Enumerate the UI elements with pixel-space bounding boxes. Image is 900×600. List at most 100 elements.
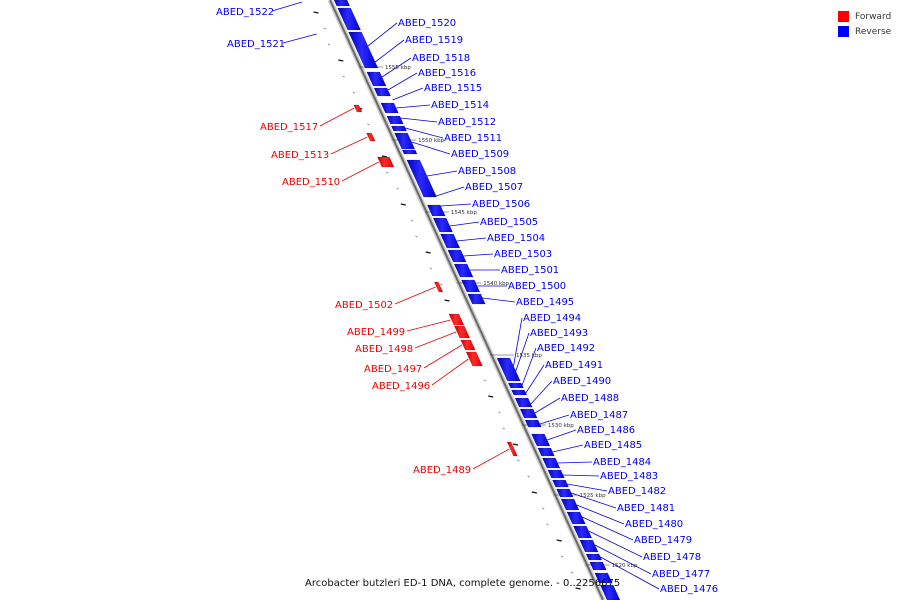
- forward-gene-leader: [431, 358, 469, 386]
- reverse-gene-label: ABED_1491: [545, 360, 603, 371]
- reverse-gene-label: ABED_1500: [508, 281, 566, 292]
- track-dash: [498, 411, 501, 414]
- gene-features: [333, 0, 621, 600]
- scale-tick-label: 1540 kbp: [483, 281, 509, 287]
- reverse-gene-block: [560, 498, 580, 511]
- reverse-gene-block: [447, 249, 467, 263]
- track-dash: [415, 235, 418, 238]
- reverse-gene-label: ABED_1501: [501, 265, 559, 276]
- reverse-gene-block: [537, 447, 555, 457]
- reverse-gene-block: [453, 263, 474, 278]
- legend-item-reverse: Reverse: [838, 24, 891, 39]
- reverse-gene-block: [589, 561, 607, 571]
- track-dash: [342, 75, 345, 78]
- reverse-gene-leader: [571, 492, 617, 509]
- track-dash: [429, 267, 433, 270]
- label-leader-lines: [271, 1, 660, 590]
- reverse-gene-label: ABED_1505: [480, 217, 538, 228]
- reverse-gene-leader: [513, 317, 523, 367]
- track-dash: [367, 123, 370, 126]
- reverse-gene-label: ABED_1515: [424, 83, 482, 94]
- reverse-gene-block: [337, 7, 362, 31]
- reverse-gene-block: [552, 479, 569, 488]
- track-dash: [410, 219, 414, 222]
- forward-gene-block: [433, 281, 444, 293]
- reverse-gene-block: [514, 397, 533, 408]
- reverse-gene-label: ABED_1490: [553, 376, 611, 387]
- reverse-gene-block: [394, 132, 416, 150]
- reverse-gene-block: [594, 572, 613, 584]
- reverse-gene-label: ABED_1483: [600, 471, 658, 482]
- reverse-gene-label: ABED_1512: [438, 117, 496, 128]
- reverse-gene-leader: [534, 397, 561, 414]
- forward-gene-block: [366, 132, 376, 142]
- reverse-gene-leader: [594, 544, 652, 575]
- reverse-gene-label: ABED_1509: [451, 149, 509, 160]
- reverse-gene-label: ABED_1504: [487, 233, 545, 244]
- legend-forward-label: Forward: [855, 11, 892, 22]
- reverse-gene-block: [390, 125, 407, 132]
- reverse-gene-block: [461, 279, 481, 293]
- scale-tick-label: 1525 kbp: [580, 493, 606, 499]
- track-dash: [444, 299, 450, 302]
- reverse-gene-leader: [563, 474, 600, 477]
- reverse-gene-label: ABED_1480: [625, 519, 683, 530]
- reverse-gene-block: [432, 217, 453, 233]
- reverse-gene-label: ABED_1511: [444, 133, 502, 144]
- reverse-gene-label: ABED_1503: [494, 249, 552, 260]
- reverse-gene-leader: [411, 141, 451, 155]
- reverse-gene-label: ABED_1506: [472, 199, 530, 210]
- reverse-gene-label: ABED_1494: [523, 313, 581, 324]
- scale-tick-label: 1555 kbp: [385, 65, 411, 71]
- track-dash: [313, 11, 319, 14]
- reverse-gene-leader: [436, 186, 465, 197]
- track-dash: [439, 283, 443, 286]
- genome-caption: Arcobacter butzleri ED-1 DNA, complete g…: [305, 578, 621, 589]
- reverse-gene-leader: [282, 33, 317, 44]
- reverse-gene-label: ABED_1488: [561, 393, 619, 404]
- track-dash: [381, 155, 388, 158]
- reverse-gene-label: ABED_1486: [577, 425, 635, 436]
- track-dash: [483, 379, 487, 382]
- track-dash: [546, 523, 549, 526]
- forward-gene-leader: [406, 319, 451, 332]
- gene-labels: ABED_1520 ABED_1519 ABED_1518 ABED_1516 ABED…: [216, 7, 718, 595]
- reverse-gene-label: ABED_1522: [216, 7, 274, 18]
- track-dash: [570, 571, 574, 574]
- reverse-gene-label: ABED_1516: [418, 68, 476, 79]
- track-dash: [396, 187, 399, 190]
- scale-tick-label: 1530 kbp: [548, 423, 574, 429]
- reverse-gene-leader: [582, 516, 634, 541]
- backbone-track: [327, 0, 606, 600]
- reverse-gene-block: [566, 511, 586, 525]
- forward-gene-label: ABED_1498: [355, 344, 413, 355]
- reverse-gene-leader: [600, 556, 660, 590]
- reverse-gene-label: ABED_1521: [227, 39, 285, 50]
- reverse-gene-leader: [588, 530, 643, 558]
- reverse-gene-block: [585, 553, 603, 561]
- reverse-gene-block: [373, 87, 392, 97]
- forward-gene-label: ABED_1496: [372, 381, 430, 392]
- reverse-gene-block: [507, 382, 524, 389]
- reverse-gene-leader: [530, 380, 553, 405]
- reverse-gene-leader: [449, 221, 480, 227]
- scale-tick-label: 1520 kbp: [612, 563, 638, 569]
- scale-tick-label: 1535 kbp: [516, 353, 542, 359]
- reverse-gene-leader: [271, 1, 303, 12]
- track-dash: [541, 507, 545, 510]
- track-dash: [556, 539, 562, 542]
- reverse-gene-block: [572, 525, 593, 539]
- reverse-gene-label: ABED_1479: [634, 535, 692, 546]
- legend-item-forward: Forward: [838, 9, 891, 24]
- track-dash: [527, 475, 530, 478]
- reverse-gene-label: ABED_1476: [660, 584, 718, 595]
- reverse-gene-block: [348, 31, 379, 69]
- reverse-gene-leader: [567, 483, 608, 492]
- reverse-gene-block: [519, 408, 538, 419]
- scale-tick-label: 1545 kbp: [451, 210, 477, 216]
- reverse-gene-label: ABED_1482: [608, 486, 666, 497]
- reverse-gene-label: ABED_1485: [584, 440, 642, 451]
- reverse-gene-block: [579, 539, 599, 553]
- reverse-gene-leader: [367, 22, 398, 47]
- reverse-gene-label: ABED_1481: [617, 503, 675, 514]
